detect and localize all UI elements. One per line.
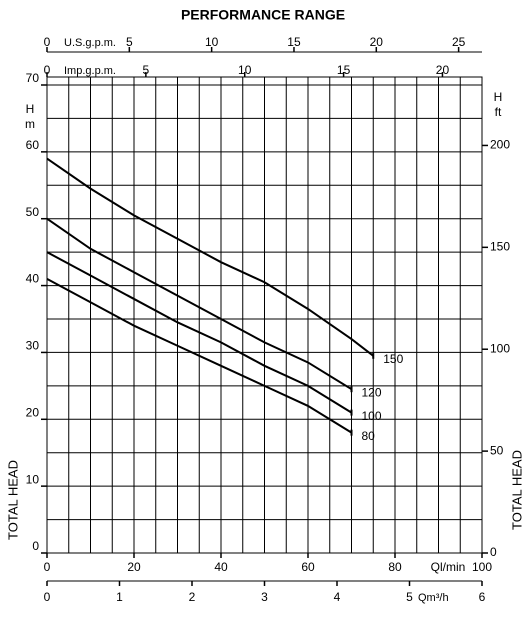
axis-tick-label: 2 (189, 590, 196, 604)
axis-tick-label: 25 (452, 35, 466, 49)
axis-tick-label: 0 (44, 590, 51, 604)
axis-tick-label: 1 (116, 590, 123, 604)
legend-label: 120 (362, 385, 382, 399)
legend-label: 100 (362, 409, 382, 423)
y2-unit: H (494, 90, 503, 104)
axis-tick-label: 15 (337, 63, 351, 77)
axis-tick-label: 10 (238, 63, 252, 77)
axis-tick-label: 4 (334, 590, 341, 604)
x-tick-label: 0 (44, 560, 51, 574)
x-axis-label: Ql/min (431, 560, 466, 574)
axis-label: Qm³/h (418, 592, 449, 604)
axis-tick-label: 0 (44, 63, 51, 77)
y-tick-label: 50 (26, 205, 40, 219)
axis-tick-label: 6 (479, 590, 486, 604)
axis-tick-label: 20 (370, 35, 384, 49)
axis-label: U.S.g.p.m. (64, 37, 116, 49)
y-tick-label: 0 (32, 539, 39, 553)
axis-tick-label: 20 (436, 63, 450, 77)
curve (46, 217, 353, 391)
legend-label: 150 (383, 352, 403, 366)
curve (46, 251, 353, 414)
curve (46, 157, 374, 357)
y2-tick-label: 200 (490, 138, 510, 152)
axis-label: Imp.g.p.m. (64, 65, 116, 77)
x-tick-label: 40 (214, 560, 228, 574)
y-unit: m (25, 117, 35, 131)
y-tick-label: 20 (26, 405, 40, 419)
axis-tick-label: 15 (287, 35, 301, 49)
x-tick-label: 100 (472, 560, 492, 574)
y2-axis-label: TOTAL HEAD (509, 450, 524, 530)
y-axis-label: TOTAL HEAD (5, 460, 20, 540)
axis-tick-label: 3 (261, 590, 268, 604)
y2-tick-label: 0 (490, 545, 497, 559)
axis-tick-label: 10 (205, 35, 219, 49)
x-tick-label: 20 (127, 560, 141, 574)
legend-label: 80 (362, 429, 376, 443)
y2-unit: ft (495, 105, 502, 119)
y2-tick-label: 150 (490, 240, 510, 254)
y-tick-label: 10 (26, 472, 40, 486)
curve (46, 278, 353, 434)
y-tick-label: 60 (26, 138, 40, 152)
y2-tick-label: 100 (490, 341, 510, 355)
y-unit: H (26, 102, 35, 116)
axis-tick-label: 0 (44, 35, 51, 49)
y-tick-label: 40 (26, 272, 40, 286)
y-tick-label: 70 (26, 71, 40, 85)
axis-tick-label: 5 (143, 63, 150, 77)
x-tick-label: 60 (301, 560, 315, 574)
y2-tick-label: 50 (490, 443, 504, 457)
axis-tick-label: 5 (126, 35, 133, 49)
x-tick-label: 80 (388, 560, 402, 574)
axis-tick-label: 5 (406, 590, 413, 604)
chart-title: PERFORMANCE RANGE (181, 7, 345, 23)
y-tick-label: 30 (26, 339, 40, 353)
